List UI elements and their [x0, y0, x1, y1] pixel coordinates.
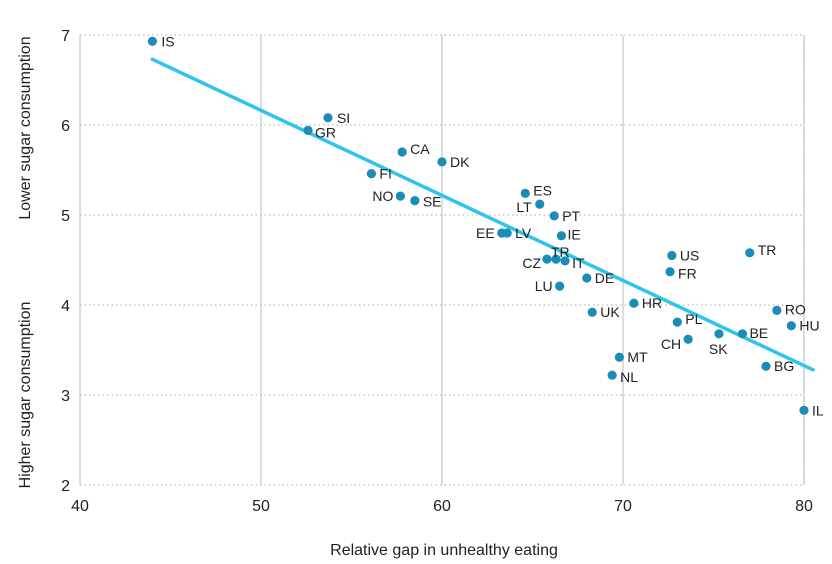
data-point-lu	[555, 281, 565, 291]
data-label-us: US	[680, 248, 699, 264]
data-point-it	[560, 256, 570, 266]
data-label-il: IL	[812, 402, 824, 418]
data-label-si: SI	[337, 110, 350, 126]
data-label-fi: FI	[379, 166, 391, 182]
data-point-is	[147, 36, 157, 46]
data-point-dk	[437, 157, 447, 167]
x-axis-ticks: 40 50 60 70 80	[71, 498, 813, 515]
data-point-uk	[587, 307, 597, 317]
data-point-pl	[672, 317, 682, 327]
data-label-hr: HR	[642, 295, 662, 311]
data-label-mt: MT	[627, 349, 648, 365]
data-point-bg	[761, 361, 771, 371]
data-label-it: IT	[572, 255, 585, 271]
y-axis-title-bottom: Higher sugar consumption	[17, 302, 34, 489]
data-point-il	[799, 405, 809, 415]
x-axis-title: Relative gap in unhealthy eating	[330, 542, 558, 559]
data-point-nl	[607, 370, 617, 380]
y-tick-label: 7	[61, 28, 70, 45]
data-label-dk: DK	[450, 154, 470, 170]
x-tick-label: 50	[252, 498, 270, 515]
x-tick-label: 80	[795, 498, 813, 515]
data-points	[147, 36, 809, 415]
data-point-gr	[303, 125, 313, 135]
data-point-se	[410, 196, 420, 206]
data-label-lt: LT	[516, 199, 532, 215]
data-label-se: SE	[423, 194, 442, 210]
data-point-tr	[745, 248, 755, 258]
data-label-nl: NL	[620, 369, 638, 385]
data-point-tr	[542, 254, 552, 264]
data-point-es	[520, 188, 530, 198]
y-tick-label: 5	[61, 208, 70, 225]
y-tick-label: 3	[61, 388, 70, 405]
data-point-mt	[614, 352, 624, 362]
x-tick-label: 40	[71, 498, 89, 515]
data-point-ro	[772, 305, 782, 315]
data-label-pl: PL	[685, 311, 702, 327]
data-label-ie: IE	[567, 227, 580, 243]
data-label-cz: CZ	[522, 255, 541, 271]
data-point-fi	[366, 169, 377, 179]
data-point-cz	[551, 254, 561, 264]
data-label-fr: FR	[678, 266, 697, 282]
data-label-gr: GR	[315, 124, 336, 140]
data-point-lt	[535, 199, 545, 209]
data-label-is: IS	[161, 33, 174, 49]
data-label-tr: TR	[758, 242, 777, 258]
data-point-ch	[683, 334, 693, 344]
y-axis-title-top: Lower sugar consumption	[17, 36, 34, 219]
data-point-fr	[665, 267, 675, 277]
data-label-de: DE	[595, 270, 614, 286]
data-point-be	[737, 329, 748, 339]
data-label-tr: TR	[551, 244, 570, 260]
x-tick-label: 70	[614, 498, 632, 515]
data-label-lu: LU	[535, 278, 553, 294]
y-tick-label: 4	[61, 298, 70, 315]
data-point-si	[323, 113, 333, 123]
data-point-hr	[629, 298, 639, 308]
data-label-no: NO	[372, 188, 393, 204]
data-point-pt	[549, 211, 559, 221]
y-tick-label: 6	[61, 118, 70, 135]
data-label-sk: SK	[709, 341, 728, 357]
data-label-uk: UK	[600, 304, 620, 320]
data-point-us	[667, 250, 677, 261]
data-point-ie	[556, 231, 567, 241]
data-label-bg: BG	[774, 358, 794, 374]
data-label-be: BE	[749, 325, 768, 341]
x-tick-label: 60	[433, 498, 451, 515]
data-label-ee: EE	[476, 225, 495, 241]
data-label-lv: LV	[515, 225, 532, 241]
data-label-ch: CH	[661, 336, 681, 352]
data-point-ca	[397, 147, 407, 157]
data-point-lv	[502, 228, 512, 238]
y-axis-ticks: 2 3 4 5 6 7	[61, 28, 70, 495]
data-point-de	[582, 273, 592, 283]
y-tick-label: 2	[61, 478, 70, 495]
data-point-hu	[786, 321, 796, 331]
data-point-no	[395, 191, 405, 201]
data-point-sk	[714, 329, 724, 339]
trend-line	[150, 57, 815, 372]
data-label-ca: CA	[410, 141, 430, 157]
data-label-ro: RO	[785, 301, 806, 317]
data-label-es: ES	[533, 182, 552, 198]
data-label-pt: PT	[562, 208, 580, 224]
data-label-hu: HU	[799, 318, 819, 334]
